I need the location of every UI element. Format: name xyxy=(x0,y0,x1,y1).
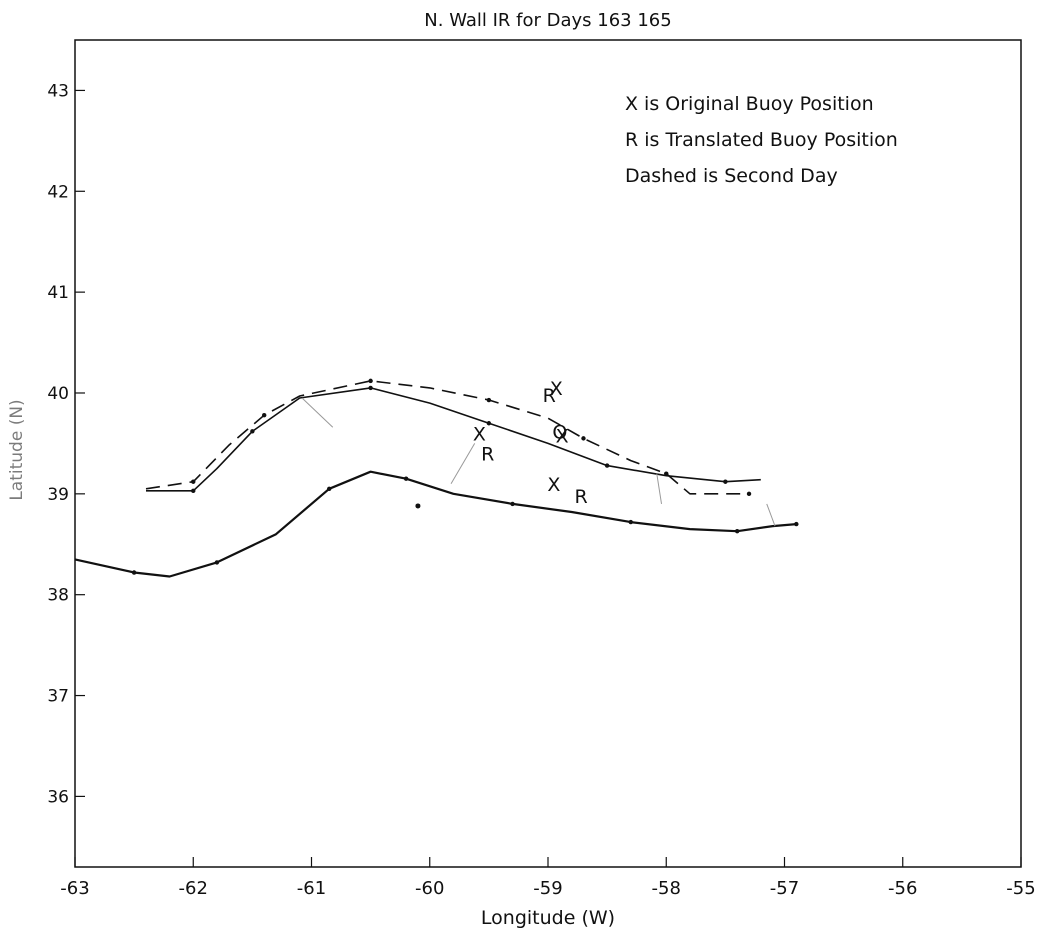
y-axis: 36 37 38 39 40 41 42 43 xyxy=(47,81,85,807)
buoy-marker-r: R xyxy=(575,486,588,508)
annotation-block: X is Original Buoy Position R is Transla… xyxy=(625,93,898,187)
front-vertex-mark xyxy=(486,397,492,403)
y-tick-label: 37 xyxy=(47,687,69,707)
plot-frame xyxy=(74,39,1022,868)
front-vertex-mark xyxy=(250,429,255,434)
dashed-front-line xyxy=(145,380,749,495)
buoy-marker-r: R xyxy=(543,385,556,407)
solid-front-line xyxy=(74,470,797,578)
chart-title: N. Wall IR for Days 163 165 xyxy=(424,10,671,31)
y-tick-label: 40 xyxy=(47,384,69,404)
connector-line xyxy=(656,473,663,505)
y-tick-label: 36 xyxy=(47,787,69,807)
x-axis: -63 -62 -61 -60 -59 -58 -57 -56 -55 xyxy=(60,857,1036,899)
y-tick-label: 43 xyxy=(47,81,69,101)
front-vertex-mark xyxy=(191,479,196,484)
y-tick-label: 42 xyxy=(47,182,69,202)
front-vertex-mark xyxy=(735,528,740,534)
front-vertex-mark xyxy=(628,519,633,525)
front-vertex-mark xyxy=(794,521,799,527)
buoy-marker-x: X xyxy=(556,425,569,447)
x-tick-label: -61 xyxy=(297,878,326,899)
connector-line xyxy=(301,397,334,428)
x-tick-label: -56 xyxy=(888,878,917,899)
buoy-marker-x: X xyxy=(473,423,486,445)
front-vertex-mark xyxy=(191,488,196,494)
x-tick-label: -62 xyxy=(179,878,208,899)
front-vertex-mark xyxy=(746,491,752,497)
connector-line xyxy=(766,503,776,527)
front-vertex-mark xyxy=(131,570,137,575)
y-axis-label: Latitude (N) xyxy=(7,399,27,500)
front-vertex-mark xyxy=(327,486,332,491)
series-layer xyxy=(74,378,799,578)
buoy-marker-x: X xyxy=(550,378,563,400)
buoy-marker-x: X xyxy=(547,474,560,496)
x-tick-label: -58 xyxy=(652,878,681,899)
front-vertex-mark xyxy=(214,560,220,565)
x-tick-label: -59 xyxy=(533,878,562,899)
x-axis-label: Longitude (W) xyxy=(481,907,615,929)
buoy-marker-r: R xyxy=(481,444,494,466)
y-tick-label: 39 xyxy=(47,485,69,505)
buoy-marker-o: O xyxy=(552,421,567,443)
annotation-line-2: R is Translated Buoy Position xyxy=(625,129,898,151)
connector-line xyxy=(450,443,476,485)
y-tick-label: 41 xyxy=(47,283,69,303)
x-tick-label: -60 xyxy=(415,878,444,899)
front-vertex-mark xyxy=(664,471,669,476)
front-vertex-mark xyxy=(486,421,492,426)
y-tick-label: 38 xyxy=(47,586,69,606)
front-vertex-mark xyxy=(581,436,586,441)
annotation-line-1: X is Original Buoy Position xyxy=(625,93,874,115)
point-dot xyxy=(415,503,421,509)
front-vertex-mark xyxy=(723,479,728,484)
x-tick-label: -63 xyxy=(60,878,89,899)
annotation-line-3: Dashed is Second Day xyxy=(625,165,838,187)
front-vertex-mark xyxy=(368,385,373,391)
front-vertex-mark xyxy=(262,412,267,418)
x-tick-label: -55 xyxy=(1006,878,1035,899)
front-vertex-mark xyxy=(510,501,515,507)
front-vertex-mark xyxy=(604,463,610,468)
front-vertex-mark xyxy=(368,378,373,384)
x-tick-label: -57 xyxy=(770,878,799,899)
front-vertex-mark xyxy=(403,476,409,481)
